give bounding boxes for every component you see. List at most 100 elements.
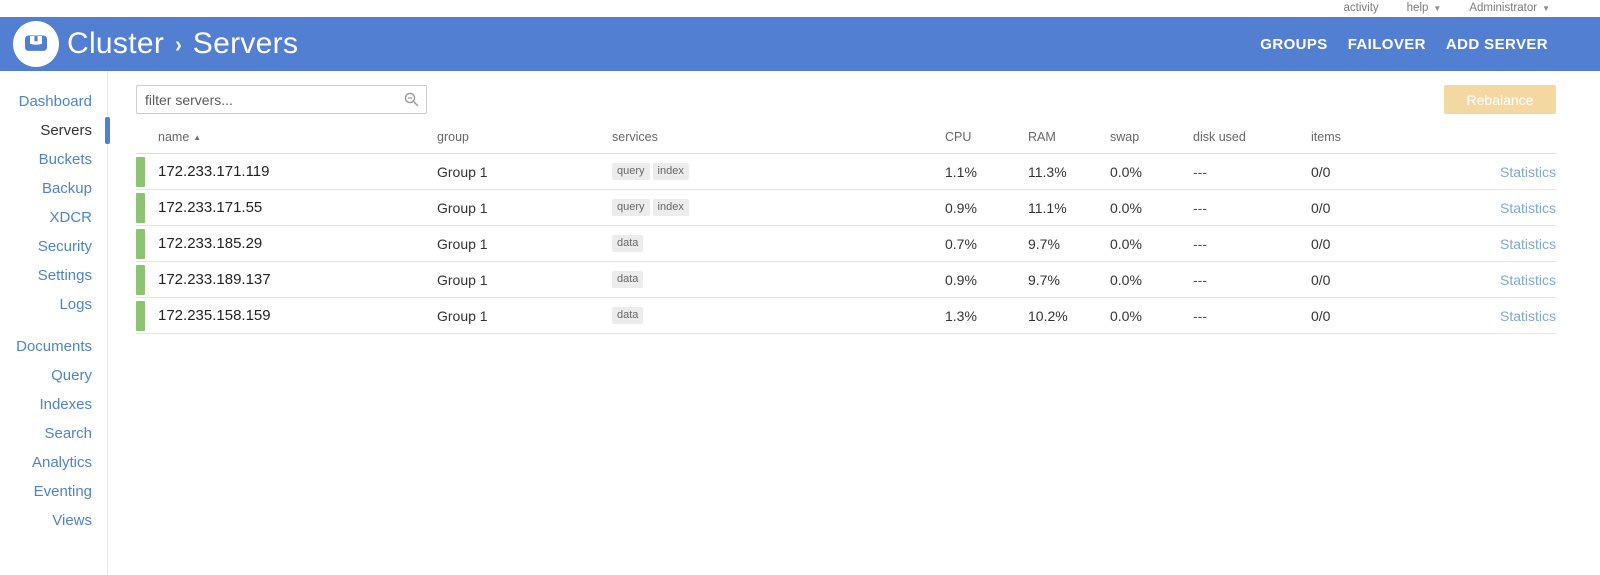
server-group: Group 1 xyxy=(437,271,488,288)
rebalance-button[interactable]: Rebalance xyxy=(1444,85,1556,114)
statistics-link[interactable]: Statistics xyxy=(1499,307,1556,324)
service-badge-query: query xyxy=(612,162,650,181)
server-name[interactable]: 172.235.158.159 xyxy=(158,307,271,324)
server-disk-used: --- xyxy=(1193,271,1207,288)
header-action-add-server[interactable]: ADD SERVER xyxy=(1445,35,1548,53)
header-action-failover[interactable]: FAILOVER xyxy=(1347,35,1426,53)
servers-table-body: 172.233.171.119 Group 1 query index 1.1% 11.3… xyxy=(136,154,1556,334)
server-swap: 0.0% xyxy=(1110,163,1142,180)
service-badge-data: data xyxy=(612,270,644,289)
server-disk-used: --- xyxy=(1193,307,1207,324)
table-row: 172.233.171.55 Group 1 query index 0.9% 11.1%… xyxy=(136,190,1556,226)
sidebar-item-views[interactable]: Views xyxy=(52,512,92,529)
filter-field-wrap xyxy=(136,85,427,114)
filter-servers-input[interactable] xyxy=(136,85,427,114)
server-ram: 9.7% xyxy=(1028,235,1060,252)
breadcrumb-cluster[interactable]: Cluster xyxy=(67,27,165,60)
server-name[interactable]: 172.233.171.119 xyxy=(158,163,270,180)
server-services: data xyxy=(612,234,945,253)
server-items: 0/0 xyxy=(1311,271,1331,288)
server-ram: 9.7% xyxy=(1028,271,1060,288)
column-header-services: services xyxy=(612,130,658,144)
column-header-disk-used: disk used xyxy=(1193,130,1246,144)
server-cpu: 1.1% xyxy=(945,163,977,180)
breadcrumb: Cluster › Servers xyxy=(67,27,298,61)
server-services: query index xyxy=(612,198,945,217)
chevron-right-icon: › xyxy=(175,31,182,58)
sidebar-item-security[interactable]: Security xyxy=(37,238,92,255)
utility-bar: activity help ▼ Administrator ▼ xyxy=(0,0,1600,17)
server-swap: 0.0% xyxy=(1110,199,1142,216)
server-group: Group 1 xyxy=(437,307,488,324)
statistics-link[interactable]: Statistics xyxy=(1499,271,1556,288)
server-cpu: 1.3% xyxy=(945,307,977,324)
statistics-link[interactable]: Statistics xyxy=(1499,199,1556,216)
server-health-indicator xyxy=(136,157,145,187)
server-cpu: 0.9% xyxy=(945,271,977,288)
server-name[interactable]: 172.233.171.55 xyxy=(158,199,263,216)
column-header-items: items xyxy=(1311,130,1341,144)
sidebar-item-dashboard[interactable]: Dashboard xyxy=(18,93,92,110)
server-items: 0/0 xyxy=(1311,199,1331,216)
column-header-cpu: CPU xyxy=(945,130,972,144)
chevron-down-icon: ▼ xyxy=(1433,3,1442,13)
sidebar-item-xdcr[interactable]: XDCR xyxy=(49,209,92,226)
server-swap: 0.0% xyxy=(1110,235,1142,252)
sidebar-item-backup[interactable]: Backup xyxy=(41,180,92,197)
column-header-swap: swap xyxy=(1110,130,1140,144)
servers-table-header: name ▲ group services CPU RAM swap disk used ite… xyxy=(136,114,1556,154)
sidebar-item-search[interactable]: Search xyxy=(44,425,92,442)
column-header-ram: RAM xyxy=(1028,130,1056,144)
sidebar-item-servers[interactable]: Servers xyxy=(0,116,110,145)
main-content: Rebalance name▲ group services CPU RAM swap di… xyxy=(108,71,1600,575)
table-row: 172.233.189.137 Group 1 data 0.9% 9.7% 0.0% --… xyxy=(136,262,1556,298)
server-actions: Statistics xyxy=(1461,236,1556,252)
sidebar-item-eventing[interactable]: Eventing xyxy=(33,483,92,500)
header-action-groups[interactable]: GROUPS xyxy=(1260,35,1328,53)
user-menu[interactable]: Administrator ▼ xyxy=(1469,2,1550,14)
table-row: 172.233.185.29 Group 1 data 0.7% 9.7% 0.0% ---… xyxy=(136,226,1556,262)
sidebar-group: Documents Query Indexes Search Analytics Even… xyxy=(0,332,107,535)
server-name[interactable]: 172.233.185.29 xyxy=(158,235,263,252)
activity-link[interactable]: activity xyxy=(1343,2,1379,14)
sidebar-item-logs[interactable]: Logs xyxy=(59,296,92,313)
statistics-link[interactable]: Statistics xyxy=(1499,235,1556,252)
service-badge-query: query xyxy=(612,198,650,217)
server-health-indicator xyxy=(136,229,145,259)
server-name[interactable]: 172.233.189.137 xyxy=(158,271,271,288)
sidebar-item-documents[interactable]: Documents xyxy=(16,338,92,355)
server-ram: 11.3% xyxy=(1028,163,1067,180)
sidebar-item-query[interactable]: Query xyxy=(51,367,92,384)
server-cpu: 0.9% xyxy=(945,199,977,216)
server-disk-used: --- xyxy=(1193,199,1207,216)
server-items: 0/0 xyxy=(1311,307,1331,324)
server-services: data xyxy=(612,270,945,289)
column-header-name[interactable]: name ▲ xyxy=(158,130,202,144)
help-menu[interactable]: help ▼ xyxy=(1406,2,1442,14)
server-health-indicator xyxy=(136,301,145,331)
sidebar-item-analytics[interactable]: Analytics xyxy=(31,454,92,471)
server-disk-used: --- xyxy=(1193,163,1207,180)
page-title: Servers xyxy=(192,27,299,60)
server-disk-used: --- xyxy=(1193,235,1207,252)
sidebar: Dashboard Servers Buckets Backup XDCR Securit… xyxy=(0,71,110,575)
statistics-link[interactable]: Statistics xyxy=(1499,163,1556,180)
sidebar-item-buckets[interactable]: Buckets xyxy=(38,151,92,168)
server-health-indicator xyxy=(136,193,145,223)
search-icon xyxy=(404,92,419,112)
server-group: Group 1 xyxy=(437,199,488,216)
sidebar-item-settings[interactable]: Settings xyxy=(37,267,92,284)
server-health-indicator xyxy=(136,265,145,295)
chevron-down-icon: ▼ xyxy=(1542,3,1550,13)
sidebar-item-indexes[interactable]: Indexes xyxy=(39,396,92,413)
sidebar-group: Dashboard Servers Buckets Backup XDCR Securit… xyxy=(0,87,110,319)
table-row: 172.235.158.159 Group 1 data 1.3% 10.2% 0.0% -… xyxy=(136,298,1556,334)
server-services: query index xyxy=(612,162,945,181)
server-group: Group 1 xyxy=(437,235,488,252)
server-actions: Statistics xyxy=(1461,200,1556,216)
server-cpu: 0.7% xyxy=(945,235,977,252)
server-items: 0/0 xyxy=(1311,235,1331,252)
column-header-group: group xyxy=(437,130,469,144)
service-badge-data: data xyxy=(612,306,644,325)
server-swap: 0.0% xyxy=(1110,271,1142,288)
